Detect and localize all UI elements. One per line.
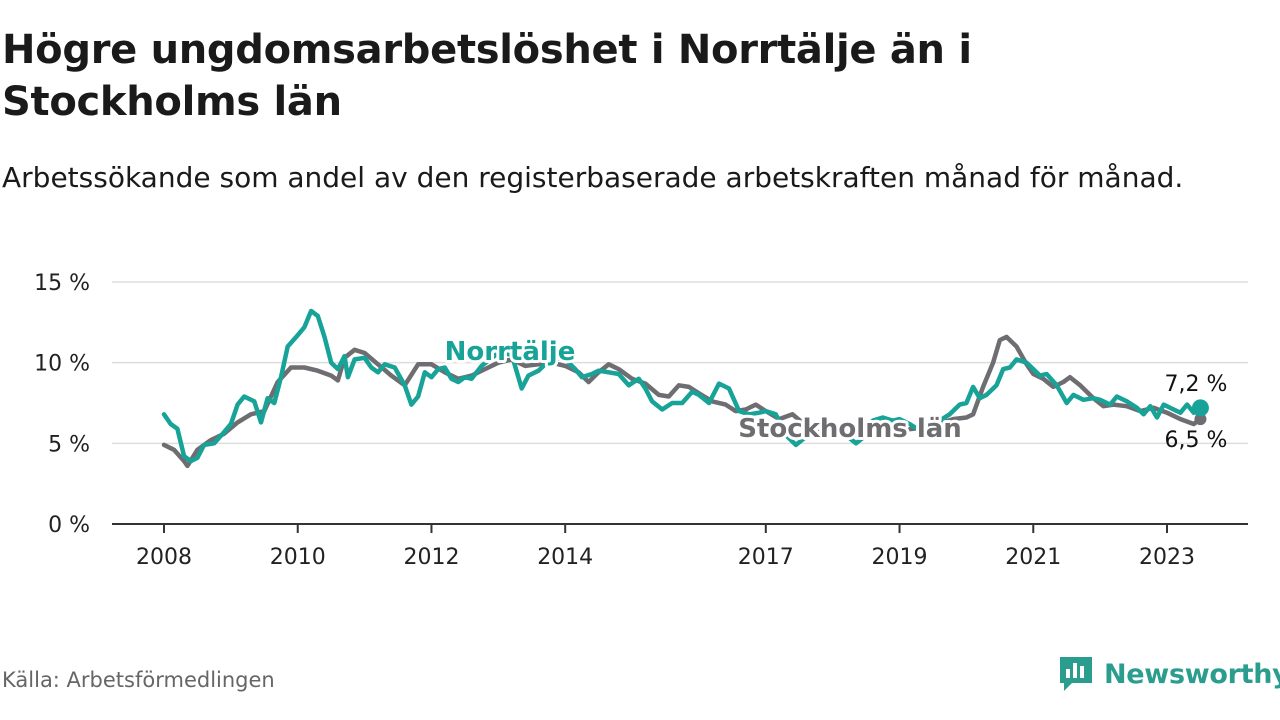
brand-name: Newsworthy — [1104, 658, 1280, 690]
y-tick-label: 5 % — [48, 432, 90, 457]
x-tick-label: 2010 — [270, 545, 326, 570]
series-lines — [161, 308, 1209, 469]
newsworthy-icon — [1060, 657, 1092, 691]
axis-ticks: 0 % 5 % 10 % 15 % 2008 2010 2012 2014 2017 2019 20… — [34, 271, 1195, 570]
chart-title: Högre ungdomsarbetslöshet i Norrtälje än… — [2, 27, 972, 125]
series-label-norrtalje: Norrtälje — [445, 337, 576, 367]
y-tick-label: 15 % — [34, 271, 90, 296]
series-label-stockholm: Stockholms län — [738, 414, 962, 444]
x-tick-label: 2017 — [738, 545, 794, 570]
series-line-norrtalje — [161, 308, 1203, 464]
chart-subtitle: Arbetssökande som andel av den registerb… — [2, 161, 1184, 194]
source-note: Källa: Arbetsförmedlingen — [2, 668, 275, 692]
x-tick-label: 2019 — [872, 545, 928, 570]
x-tick-label: 2014 — [537, 545, 593, 570]
x-tick-label: 2008 — [136, 545, 192, 570]
x-tick-label: 2012 — [403, 545, 459, 570]
y-tick-label: 10 % — [34, 352, 90, 377]
x-tick-label: 2023 — [1139, 545, 1195, 570]
y-tick-label: 0 % — [48, 513, 90, 538]
end-point-stockholm — [1194, 413, 1207, 426]
end-point-norrtalje — [1191, 399, 1209, 417]
end-value-norrtalje: 7,2 % — [1165, 372, 1228, 397]
grid — [112, 281, 1248, 525]
series-labels: Norrtälje Stockholms län 7,2 % 6,5 % — [442, 334, 1228, 453]
brand-logo: Newsworthy — [1058, 654, 1280, 694]
end-value-stockholm: 6,5 % — [1165, 428, 1228, 453]
x-tick-label: 2021 — [1005, 545, 1061, 570]
